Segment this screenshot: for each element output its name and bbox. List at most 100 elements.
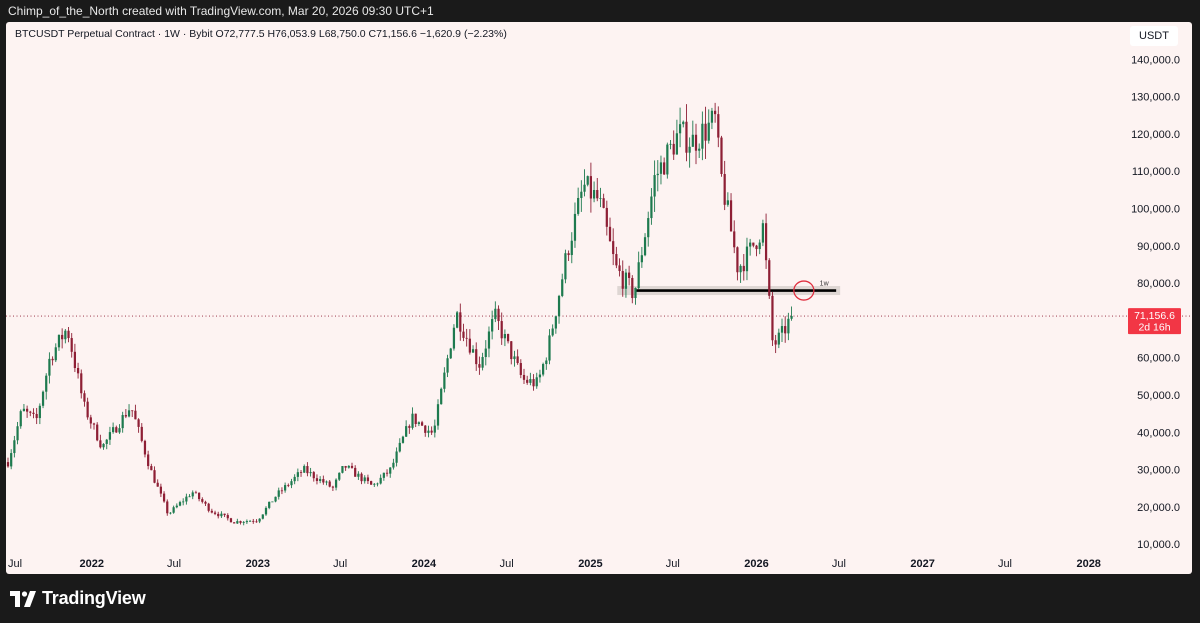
candle — [147, 450, 150, 470]
candle — [99, 434, 102, 449]
candle-body — [685, 121, 688, 153]
candle — [698, 143, 701, 159]
candle-body — [784, 326, 787, 334]
candle — [580, 180, 583, 212]
candlestick-chart[interactable]: 1w Jul 2022 Jul 2023 Jul 2024 Jul 2025 Jul 2026 Ju… — [6, 22, 1192, 574]
candle — [347, 465, 350, 469]
candle — [83, 390, 86, 407]
candle-body — [207, 503, 210, 511]
candle-body — [573, 213, 577, 241]
candle-body — [420, 422, 424, 426]
currency-button[interactable]: USDT — [1130, 26, 1178, 46]
candle-body — [481, 357, 484, 368]
candle-body — [663, 162, 666, 175]
candle-body — [790, 316, 793, 319]
x-axis: Jul 2022 Jul 2023 Jul 2024 Jul 2025 Jul 2026 Jul 20… — [8, 558, 1101, 570]
candle — [634, 287, 637, 305]
candle-body — [89, 417, 92, 424]
x-tick-label: 2022 — [79, 558, 103, 570]
candle — [701, 111, 704, 161]
candle-body — [443, 372, 446, 389]
candle-body — [405, 426, 408, 437]
candle — [169, 512, 172, 515]
candle-body — [41, 391, 45, 406]
candle — [385, 469, 389, 477]
candle — [236, 518, 239, 524]
candle-body — [169, 512, 172, 514]
candle-body — [599, 198, 602, 200]
y-tick-label: 50,000.0 — [1137, 390, 1180, 402]
candle-body — [506, 334, 510, 342]
candle-body — [32, 412, 35, 414]
candle — [239, 520, 242, 525]
candle-body — [67, 330, 70, 339]
candle — [194, 490, 198, 494]
candle — [659, 155, 663, 185]
candle — [166, 499, 169, 516]
candle-body — [487, 331, 491, 349]
candle — [175, 503, 178, 509]
last-price-countdown: 2d 16h — [1138, 322, 1170, 334]
candle-body — [150, 466, 153, 471]
last-price-label: 71,156.62d 16h — [1128, 308, 1181, 335]
candle-body — [35, 413, 38, 419]
candle-body — [478, 364, 481, 368]
candle — [739, 264, 742, 283]
candle-body — [714, 110, 717, 115]
candle — [296, 468, 299, 482]
candle-body — [392, 462, 395, 468]
candle-body — [96, 424, 99, 441]
candle — [395, 447, 398, 467]
candle — [567, 250, 570, 261]
candle-body — [76, 368, 80, 374]
candle-body — [647, 218, 650, 238]
candle-body — [48, 358, 51, 376]
candle-body — [248, 520, 252, 522]
candle — [596, 177, 599, 202]
candle — [207, 502, 210, 513]
candle — [459, 303, 462, 341]
x-tick-label: 2027 — [910, 558, 934, 570]
candle-body — [188, 496, 191, 498]
x-tick-label: Jul — [8, 558, 22, 570]
candle-body — [389, 467, 392, 474]
candle-body — [57, 334, 61, 348]
candle — [669, 140, 672, 150]
candle — [529, 372, 532, 386]
y-tick-label: 140,000.0 — [1131, 54, 1180, 66]
candle-body — [319, 479, 322, 481]
candle-body — [121, 415, 124, 429]
candle — [506, 333, 510, 344]
candle — [436, 399, 440, 430]
candle — [322, 475, 325, 485]
candle-body — [236, 521, 239, 524]
candle — [61, 328, 64, 349]
candle-body — [83, 393, 86, 402]
candle — [592, 181, 596, 203]
candle — [449, 347, 452, 360]
candle-body — [220, 513, 223, 517]
candle — [478, 356, 481, 375]
candle-body — [752, 242, 755, 246]
tradingview-logo[interactable]: TradingView — [10, 588, 146, 609]
candle-body — [596, 190, 599, 199]
candle — [223, 513, 226, 518]
candle-body — [147, 454, 150, 467]
candle — [532, 374, 535, 391]
candle — [268, 501, 271, 510]
candle-body — [280, 490, 284, 492]
candle — [417, 421, 421, 427]
candle-body — [729, 200, 733, 232]
candle-body — [204, 501, 207, 504]
candle — [115, 425, 118, 433]
candle — [382, 472, 385, 481]
candle — [287, 483, 290, 488]
candle — [153, 466, 156, 484]
candle-body — [624, 272, 628, 289]
candle-body — [347, 465, 350, 468]
candle — [89, 414, 92, 429]
candle-body — [385, 472, 389, 474]
chart-frame[interactable]: 1w Jul 2022 Jul 2023 Jul 2024 Jul 2025 Jul 2026 Ju… — [6, 22, 1192, 574]
candle-body — [210, 510, 213, 513]
candle-body — [749, 242, 752, 247]
